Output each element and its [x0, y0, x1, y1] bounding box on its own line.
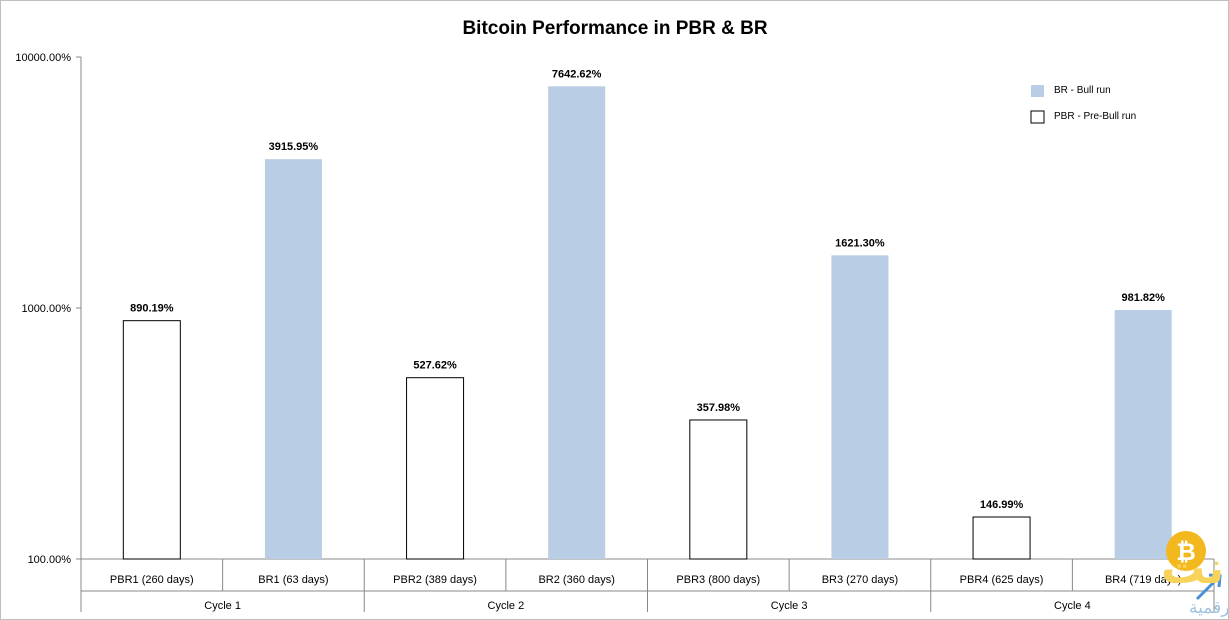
data-label: 3915.95% — [269, 141, 319, 153]
x-category-label: BR3 (270 days) — [822, 574, 898, 586]
data-label: 981.82% — [1121, 292, 1165, 304]
data-label: 7642.62% — [552, 68, 602, 80]
legend-label: PBR - Pre-Bull run — [1054, 111, 1136, 122]
x-category-label: PBR4 (625 days) — [960, 574, 1044, 586]
legend-label: BR - Bull run — [1054, 85, 1111, 96]
y-tick-label: 100.00% — [28, 554, 72, 566]
watermark-sub-text: أخبار العملات الرقمية — [1189, 596, 1228, 617]
x-category-label: BR4 (719 days) — [1105, 574, 1181, 586]
bar-br — [264, 159, 322, 559]
x-group-label: Cycle 2 — [488, 600, 525, 612]
x-category-label: PBR1 (260 days) — [110, 574, 194, 586]
data-label: 890.19% — [130, 303, 174, 315]
legend-swatch — [1030, 110, 1045, 124]
coin-circle — [1166, 531, 1206, 571]
chart-title: Bitcoin Performance in PBR & BR — [462, 18, 767, 39]
bar-pbr — [689, 419, 748, 560]
data-label: 357.98% — [697, 402, 741, 414]
bar-br — [1114, 310, 1172, 559]
bitcoin-coin-icon: ₿ — [1166, 531, 1222, 601]
x-category-label: PBR3 (800 days) — [676, 574, 760, 586]
y-tick-label: 10000.00% — [15, 52, 71, 64]
x-group-label: Cycle 1 — [204, 600, 241, 612]
data-label: 527.62% — [413, 360, 457, 372]
labels-layer: 890.19% 3915.95% 527.62% 7642.62% 357.98% 162… — [130, 68, 1165, 511]
legend-swatch — [1031, 85, 1044, 97]
bars-layer — [122, 86, 1172, 560]
bar-pbr — [972, 516, 1031, 560]
trend-arrow-icon — [1195, 573, 1222, 601]
legend: BR - Bull run PBR - Pre-Bull run — [1030, 85, 1136, 124]
x-group-label: Cycle 3 — [771, 600, 808, 612]
x-category-label: PBR2 (389 days) — [393, 574, 477, 586]
data-label: 1621.30% — [835, 237, 885, 249]
watermark-main-text: الكريبتو نت — [1161, 544, 1228, 594]
bar-pbr — [406, 377, 465, 560]
bar-br — [831, 255, 889, 560]
y-tick-label: 1000.00% — [21, 303, 71, 315]
data-label: 146.99% — [980, 499, 1024, 511]
bar-pbr — [122, 320, 181, 560]
x-category-label: BR2 (360 days) — [538, 574, 614, 586]
x-group-label: Cycle 4 — [1054, 600, 1091, 612]
watermark: ₿الكريبتو نتأخبار العملات الرقمية — [1161, 531, 1228, 617]
bar-br — [548, 86, 606, 560]
x-category-label: BR1 (63 days) — [258, 574, 328, 586]
axis-layer: 100.00% 1000.00% 10000.00% PBR1 (260 days) B… — [15, 52, 1215, 612]
coin-symbol: ₿ — [1176, 539, 1196, 566]
